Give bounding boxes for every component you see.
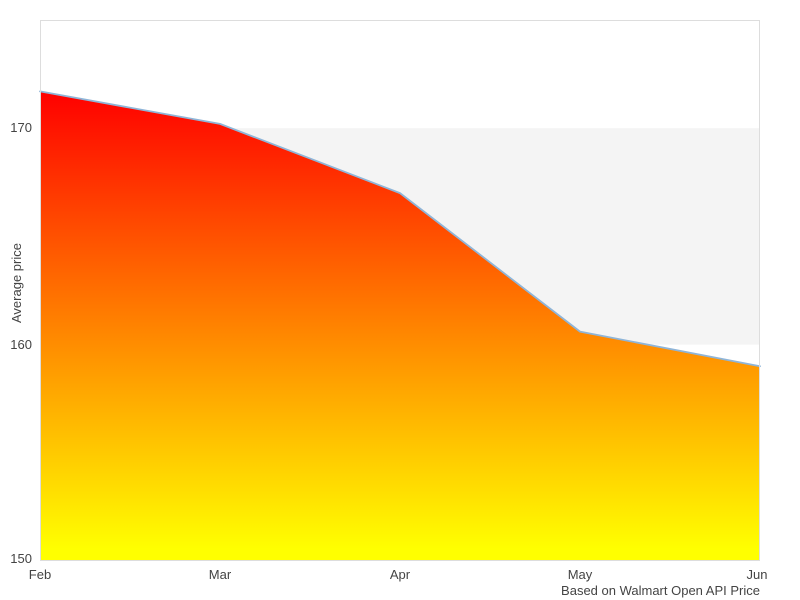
x-tick-label: Mar bbox=[208, 567, 232, 582]
series-line bbox=[39, 90, 761, 368]
chart-caption: Based on Walmart Open API Price bbox=[561, 583, 760, 598]
y-tick-label: 150 bbox=[10, 551, 32, 566]
plot-border bbox=[40, 20, 760, 561]
series-area-fill bbox=[40, 91, 760, 562]
x-tick-label: Jun bbox=[746, 567, 768, 582]
y-axis-title: Average price bbox=[9, 243, 24, 323]
x-tick-label: Feb bbox=[28, 567, 52, 582]
x-tick-label: Apr bbox=[389, 567, 411, 582]
x-tick-label: May bbox=[567, 567, 593, 582]
y-tick-label: 170 bbox=[10, 120, 32, 136]
y-tick-label: 160 bbox=[10, 336, 32, 352]
